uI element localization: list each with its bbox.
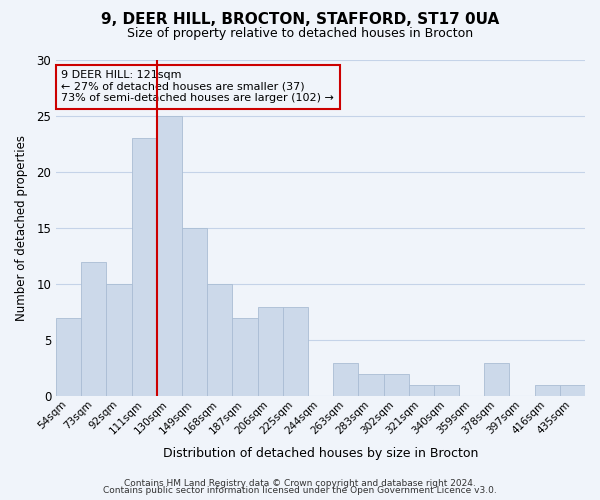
Text: Contains HM Land Registry data © Crown copyright and database right 2024.: Contains HM Land Registry data © Crown c… — [124, 478, 476, 488]
Bar — [56, 318, 81, 396]
Bar — [182, 228, 207, 396]
Bar — [232, 318, 257, 396]
Bar — [131, 138, 157, 396]
Bar — [358, 374, 383, 396]
Bar — [484, 362, 509, 396]
Bar — [560, 385, 585, 396]
X-axis label: Distribution of detached houses by size in Brocton: Distribution of detached houses by size … — [163, 447, 478, 460]
Text: Contains public sector information licensed under the Open Government Licence v3: Contains public sector information licen… — [103, 486, 497, 495]
Y-axis label: Number of detached properties: Number of detached properties — [15, 135, 28, 321]
Bar — [283, 306, 308, 396]
Bar — [81, 262, 106, 396]
Text: Size of property relative to detached houses in Brocton: Size of property relative to detached ho… — [127, 28, 473, 40]
Bar — [383, 374, 409, 396]
Bar — [333, 362, 358, 396]
Bar — [434, 385, 459, 396]
Text: 9, DEER HILL, BROCTON, STAFFORD, ST17 0UA: 9, DEER HILL, BROCTON, STAFFORD, ST17 0U… — [101, 12, 499, 28]
Text: 9 DEER HILL: 121sqm
← 27% of detached houses are smaller (37)
73% of semi-detach: 9 DEER HILL: 121sqm ← 27% of detached ho… — [61, 70, 334, 103]
Bar — [157, 116, 182, 396]
Bar — [106, 284, 131, 397]
Bar — [257, 306, 283, 396]
Bar — [409, 385, 434, 396]
Bar — [207, 284, 232, 397]
Bar — [535, 385, 560, 396]
